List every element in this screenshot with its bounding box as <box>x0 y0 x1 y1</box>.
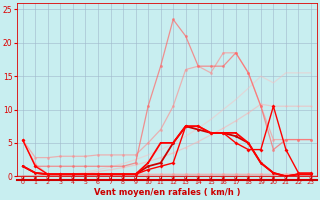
X-axis label: Vent moyen/en rafales ( km/h ): Vent moyen/en rafales ( km/h ) <box>94 188 240 197</box>
